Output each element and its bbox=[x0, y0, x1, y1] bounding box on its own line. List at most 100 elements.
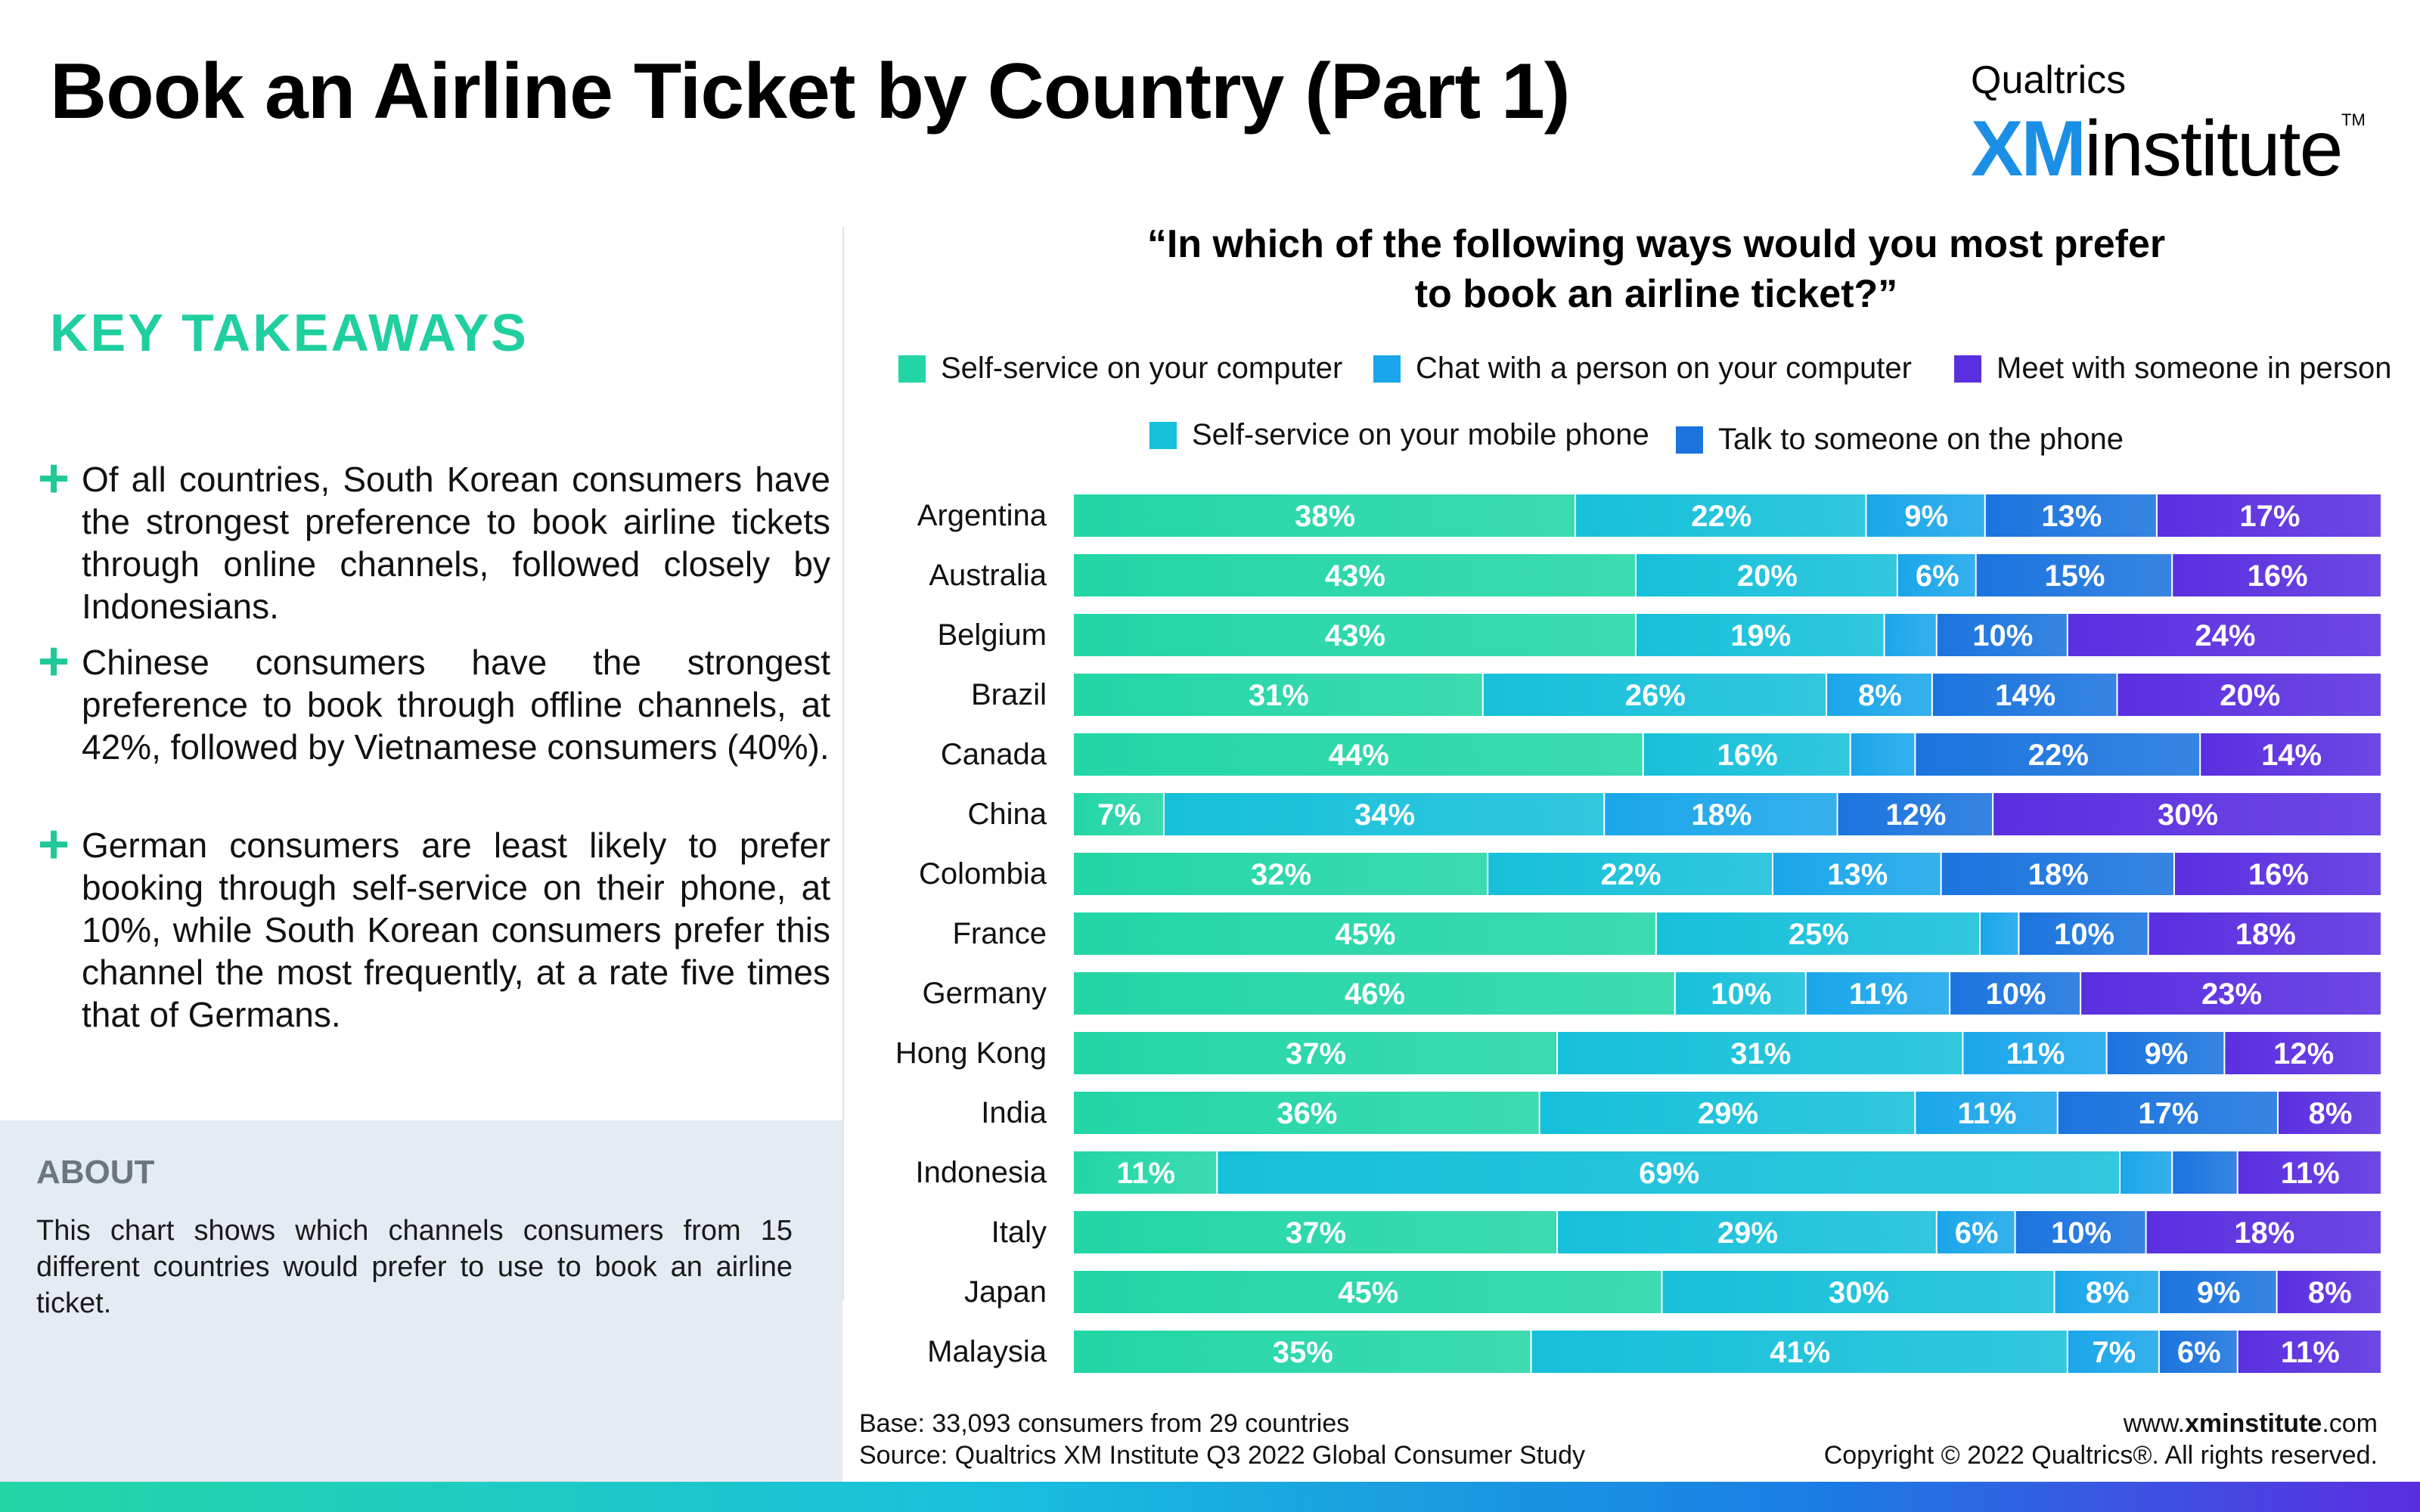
bar-segment bbox=[1074, 972, 1674, 1015]
bar-segment bbox=[1074, 614, 1635, 656]
bar-data-label: 11% bbox=[1849, 978, 1908, 1011]
bar-data-label: 11% bbox=[2006, 1037, 2065, 1070]
bar-segment bbox=[1656, 912, 1980, 955]
bar-data-label: 9% bbox=[2197, 1276, 2241, 1309]
bar-data-label: 26% bbox=[1625, 679, 1686, 712]
bar-data-label: 18% bbox=[1691, 798, 1751, 832]
bar-segment bbox=[1932, 674, 2117, 716]
about-panel: ABOUT This chart shows which channels co… bbox=[0, 1120, 842, 1483]
bar-data-label: 18% bbox=[2028, 858, 2089, 891]
legend-label: Talk to someone on the phone bbox=[1718, 423, 2124, 456]
country-label: Canada bbox=[941, 738, 1047, 771]
bar-segment bbox=[1540, 1092, 1915, 1134]
column-divider bbox=[842, 227, 844, 1300]
bar-data-label: 12% bbox=[1885, 798, 1946, 832]
legend-swatch bbox=[898, 355, 926, 383]
bar-data-label: 10% bbox=[2054, 918, 2114, 951]
bar-segment bbox=[1981, 912, 2018, 955]
bar-data-label: 31% bbox=[1730, 1037, 1791, 1070]
bar-data-label: 13% bbox=[2041, 500, 2102, 533]
takeaway-text: German consumers are least likely to pre… bbox=[82, 826, 830, 1034]
bar-segment bbox=[2149, 912, 2381, 955]
bar-data-label: 11% bbox=[2281, 1157, 2340, 1190]
bar-data-label: 36% bbox=[1277, 1097, 1337, 1130]
copyright-note: Copyright © 2022 Qualtrics®. All rights … bbox=[1823, 1441, 2378, 1470]
bar-data-label: 14% bbox=[2261, 739, 2322, 772]
bottom-gradient-band bbox=[0, 1482, 2420, 1512]
page-title: Book an Airline Ticket by Country (Part … bbox=[50, 48, 1571, 135]
bar-segment bbox=[1916, 1092, 2057, 1134]
country-label: Japan bbox=[964, 1275, 1047, 1309]
bar-segment bbox=[1636, 614, 1884, 656]
bar-data-label: 11% bbox=[1958, 1097, 2017, 1130]
bar-segment bbox=[1636, 554, 1897, 596]
legend-label: Self-service on your mobile phone bbox=[1192, 418, 1649, 451]
bar-segment bbox=[2238, 1151, 2381, 1194]
bar-segment bbox=[2173, 1151, 2237, 1194]
bar-data-label: 24% bbox=[2195, 619, 2255, 652]
website-link[interactable]: www.xminstitute.com bbox=[2124, 1408, 2378, 1439]
legend-label: Chat with a person on your computer bbox=[1416, 352, 1912, 385]
country-label: France bbox=[953, 917, 1047, 950]
about-text: This chart shows which channels consumer… bbox=[36, 1215, 793, 1319]
bar-data-label: 10% bbox=[1711, 978, 1771, 1011]
bar-data-label: 13% bbox=[1827, 858, 1888, 891]
country-label: Indonesia bbox=[916, 1156, 1047, 1189]
bar-data-label: 9% bbox=[2145, 1037, 2189, 1070]
bar-segment bbox=[1558, 1211, 1936, 1253]
website-prefix: www. bbox=[2123, 1409, 2185, 1438]
country-label: Italy bbox=[991, 1216, 1047, 1249]
website-suffix: .com bbox=[2322, 1409, 2378, 1438]
bar-segment bbox=[1985, 494, 2156, 537]
bar-segment bbox=[2107, 1032, 2224, 1074]
bar-segment bbox=[1074, 793, 1163, 835]
bar-segment bbox=[1643, 733, 1850, 776]
about-heading: ABOUT bbox=[36, 1154, 155, 1191]
bar-segment bbox=[2068, 614, 2381, 656]
country-label: China bbox=[967, 798, 1047, 831]
bar-data-label: 29% bbox=[1717, 1216, 1778, 1250]
country-label: Argentina bbox=[917, 499, 1047, 532]
bar-data-label: 16% bbox=[2248, 559, 2308, 593]
bar-segment bbox=[1827, 674, 1931, 716]
legend-swatch bbox=[1676, 426, 1703, 454]
bar-segment bbox=[1662, 1271, 2054, 1313]
bar-segment bbox=[2201, 733, 2381, 776]
plus-icon: + bbox=[38, 631, 70, 692]
bar-data-label: 30% bbox=[1829, 1276, 1889, 1309]
bar-segment bbox=[1483, 674, 1826, 716]
bar-data-label: 8% bbox=[1858, 679, 1902, 712]
bar-segment bbox=[1941, 853, 2173, 895]
bar-segment bbox=[1773, 853, 1941, 895]
bar-data-label: 34% bbox=[1354, 798, 1415, 832]
bar-segment bbox=[1074, 1151, 1217, 1194]
bar-segment bbox=[1074, 674, 1482, 716]
bar-data-label: 22% bbox=[1601, 858, 1661, 891]
legend-label: Self-service on your computer bbox=[941, 352, 1343, 385]
bar-segment bbox=[2118, 674, 2381, 716]
bar-data-label: 46% bbox=[1345, 978, 1405, 1011]
plus-icon: + bbox=[38, 448, 70, 509]
bar-segment bbox=[2159, 1271, 2276, 1313]
country-label: Belgium bbox=[937, 618, 1047, 652]
bar-segment bbox=[2058, 1092, 2277, 1134]
bar-segment bbox=[1866, 494, 1984, 537]
bar-data-label: 32% bbox=[1251, 858, 1311, 891]
bar-data-label: 44% bbox=[1329, 739, 1389, 772]
brand-institute-text: institute bbox=[2084, 105, 2343, 193]
bar-data-label: 6% bbox=[1916, 559, 1959, 593]
bar-segment bbox=[2068, 1331, 2158, 1373]
legend-label: Meet with someone in person bbox=[1996, 352, 2392, 385]
bar-segment bbox=[1074, 1032, 1557, 1074]
brand-trademark: TM bbox=[2341, 110, 2366, 129]
bar-data-label: 10% bbox=[2051, 1216, 2111, 1250]
qualtrics-xm-institute-logo: Qualtrics XM institute TM bbox=[1971, 57, 2366, 193]
bar-data-label: 43% bbox=[1325, 559, 1385, 593]
bar-data-label: 37% bbox=[1286, 1037, 1346, 1070]
bar-data-label: 11% bbox=[2281, 1336, 2340, 1369]
takeaway-text: Of all countries, South Korean consumers… bbox=[82, 460, 830, 626]
bar-data-label: 8% bbox=[2086, 1276, 2130, 1309]
bar-data-label: 20% bbox=[1737, 559, 1798, 593]
bar-data-label: 22% bbox=[2028, 739, 2089, 772]
bar-data-label: 8% bbox=[2308, 1276, 2352, 1309]
